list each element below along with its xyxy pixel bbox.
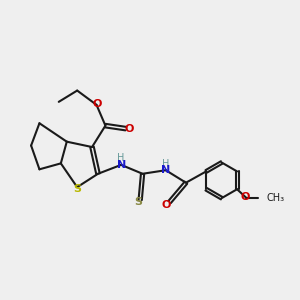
Text: O: O [92, 99, 102, 109]
Text: CH₃: CH₃ [266, 193, 284, 202]
Text: S: S [73, 184, 81, 194]
Text: H: H [118, 153, 125, 163]
Text: H: H [162, 159, 169, 169]
Text: O: O [162, 200, 171, 210]
Text: S: S [135, 197, 143, 207]
Text: N: N [161, 165, 170, 175]
Text: N: N [116, 160, 126, 170]
Text: O: O [241, 192, 250, 202]
Text: O: O [124, 124, 134, 134]
